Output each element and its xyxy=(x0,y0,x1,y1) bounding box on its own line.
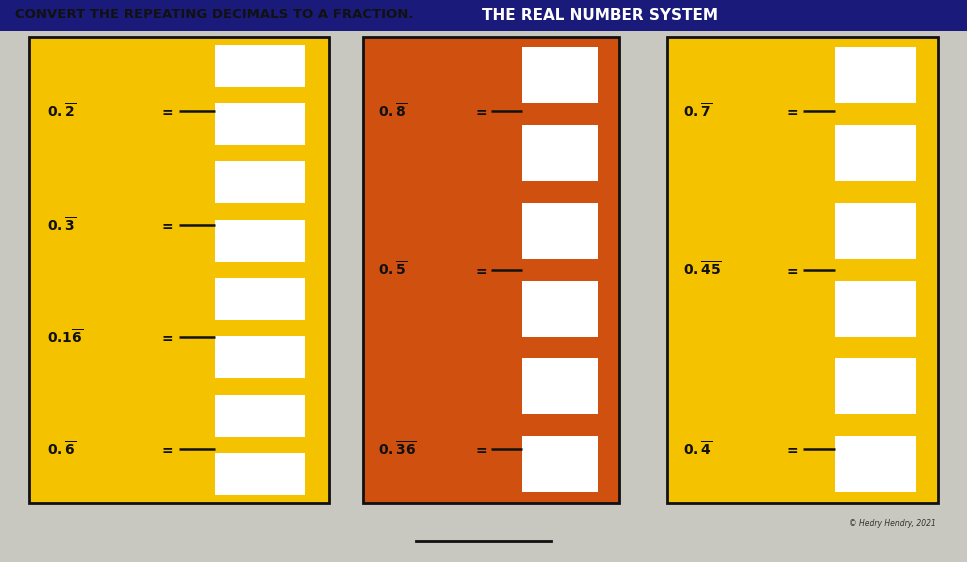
FancyBboxPatch shape xyxy=(215,395,305,437)
FancyBboxPatch shape xyxy=(215,220,305,261)
FancyBboxPatch shape xyxy=(835,359,917,414)
Text: $\mathbf{=}$: $\mathbf{=}$ xyxy=(473,104,488,118)
Text: $\mathbf{0.\overline{5}}$: $\mathbf{0.\overline{5}}$ xyxy=(378,261,407,279)
FancyBboxPatch shape xyxy=(835,47,917,103)
FancyBboxPatch shape xyxy=(29,37,329,503)
FancyBboxPatch shape xyxy=(0,0,967,31)
Text: $\mathbf{0.\overline{36}}$: $\mathbf{0.\overline{36}}$ xyxy=(378,440,417,459)
Text: $\mathbf{=}$: $\mathbf{=}$ xyxy=(784,263,799,277)
FancyBboxPatch shape xyxy=(521,359,599,414)
Text: $\mathbf{=}$: $\mathbf{=}$ xyxy=(784,104,799,118)
Text: $\mathbf{0.\overline{2}}$: $\mathbf{0.\overline{2}}$ xyxy=(47,102,76,120)
FancyBboxPatch shape xyxy=(521,436,599,492)
FancyBboxPatch shape xyxy=(215,161,305,203)
FancyBboxPatch shape xyxy=(215,336,305,378)
FancyBboxPatch shape xyxy=(521,47,599,103)
FancyBboxPatch shape xyxy=(835,203,917,259)
Text: $\mathbf{=}$: $\mathbf{=}$ xyxy=(160,219,174,233)
Text: $\mathbf{0.\overline{3}}$: $\mathbf{0.\overline{3}}$ xyxy=(47,216,76,234)
Text: $\mathbf{=}$: $\mathbf{=}$ xyxy=(784,442,799,456)
Text: $\mathbf{0.1\overline{6}}$: $\mathbf{0.1\overline{6}}$ xyxy=(47,328,83,347)
Text: $\mathbf{0.\overline{8}}$: $\mathbf{0.\overline{8}}$ xyxy=(378,102,407,120)
FancyBboxPatch shape xyxy=(215,45,305,87)
FancyBboxPatch shape xyxy=(835,280,917,337)
Text: $\mathbf{=}$: $\mathbf{=}$ xyxy=(160,104,174,118)
FancyBboxPatch shape xyxy=(521,280,599,337)
Text: $\mathbf{=}$: $\mathbf{=}$ xyxy=(473,263,488,277)
FancyBboxPatch shape xyxy=(835,125,917,181)
FancyBboxPatch shape xyxy=(835,436,917,492)
Text: $\mathbf{0.\overline{45}}$: $\mathbf{0.\overline{45}}$ xyxy=(684,261,722,279)
FancyBboxPatch shape xyxy=(215,278,305,320)
Text: $\mathbf{=}$: $\mathbf{=}$ xyxy=(160,330,174,345)
Text: $\mathbf{=}$: $\mathbf{=}$ xyxy=(473,442,488,456)
FancyBboxPatch shape xyxy=(521,203,599,259)
FancyBboxPatch shape xyxy=(215,103,305,145)
FancyBboxPatch shape xyxy=(667,37,938,503)
Text: $\mathbf{0.\overline{6}}$: $\mathbf{0.\overline{6}}$ xyxy=(47,440,76,459)
Text: THE REAL NUMBER SYSTEM: THE REAL NUMBER SYSTEM xyxy=(482,8,718,23)
Text: $\mathbf{=}$: $\mathbf{=}$ xyxy=(160,442,174,456)
FancyBboxPatch shape xyxy=(215,453,305,495)
Text: © Hedry Hendry, 2021: © Hedry Hendry, 2021 xyxy=(849,519,936,528)
FancyBboxPatch shape xyxy=(521,125,599,181)
Text: CONVERT THE REPEATING DECIMALS TO A FRACTION.: CONVERT THE REPEATING DECIMALS TO A FRAC… xyxy=(15,7,413,21)
Text: $\mathbf{0.\overline{7}}$: $\mathbf{0.\overline{7}}$ xyxy=(684,102,713,120)
Text: $\mathbf{0.\overline{4}}$: $\mathbf{0.\overline{4}}$ xyxy=(684,440,713,459)
FancyBboxPatch shape xyxy=(363,37,619,503)
